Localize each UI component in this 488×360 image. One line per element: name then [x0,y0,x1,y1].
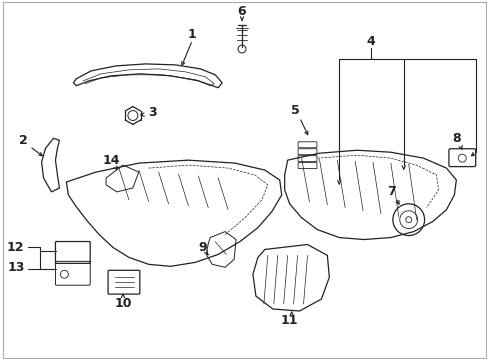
Text: 10: 10 [114,297,131,310]
Text: 3: 3 [148,106,157,119]
Text: 4: 4 [366,35,375,48]
Text: 11: 11 [280,314,298,327]
Text: 13: 13 [7,261,24,274]
Text: 1: 1 [188,28,196,41]
Text: 2: 2 [20,134,28,147]
Text: 6: 6 [237,5,246,18]
Text: 7: 7 [386,185,395,198]
Text: 14: 14 [102,154,120,167]
Text: 5: 5 [291,104,299,117]
Text: 8: 8 [451,132,460,145]
Text: 12: 12 [7,241,24,254]
Text: 9: 9 [198,241,206,254]
